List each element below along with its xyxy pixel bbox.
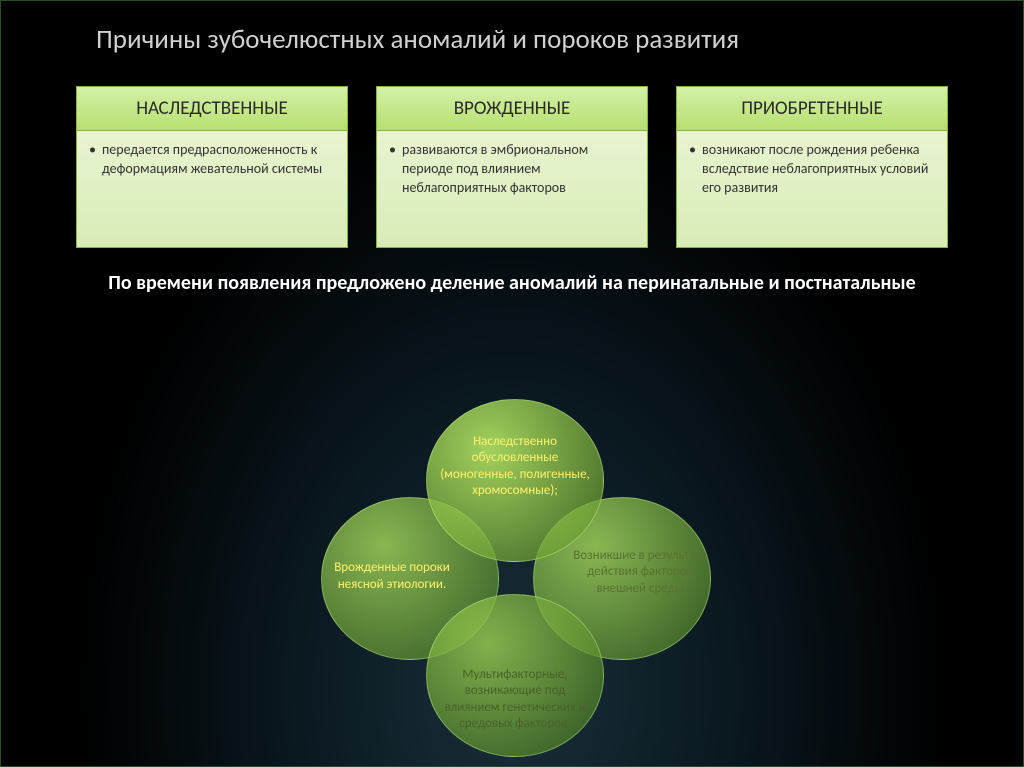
page-title: Причины зубочелюстных аномалий и пороков…: [1, 1, 1023, 56]
slide: Причины зубочелюстных аномалий и пороков…: [0, 0, 1024, 767]
card-header: НАСЛЕДСТВЕННЫЕ: [76, 86, 348, 130]
card-header: ВРОЖДЕННЫЕ: [376, 86, 648, 130]
card-acquired: ПРИОБРЕТЕННЫЕ •возникают после рождения …: [676, 86, 948, 248]
card-body: •развиваются в эмбриональном периоде под…: [376, 130, 648, 248]
subtitle: По времени появления предложено деление …: [102, 270, 922, 296]
venn-diagram: Возникшие в результате действия факторов…: [321, 399, 721, 759]
venn-label: Врожденные пороки неясной этиологии.: [314, 560, 470, 593]
bullet-icon: •: [389, 141, 402, 198]
card-congenital: ВРОЖДЕННЫЕ •развиваются в эмбриональном …: [376, 86, 648, 248]
venn-circle-bottom: Мультифакторные, возникающие под влияние…: [426, 594, 604, 757]
venn-label: Возникшие в результате действия факторов…: [562, 548, 718, 597]
card-body: •возникают после рождения ребенка вследс…: [676, 130, 948, 248]
bullet-icon: •: [689, 141, 702, 198]
venn-circle-top: Наследственно обусловленные (моногенные,…: [426, 399, 604, 562]
card-body-text: передается предрасположенность к деформа…: [102, 141, 335, 179]
card-header: ПРИОБРЕТЕННЫЕ: [676, 86, 948, 130]
venn-label: Наследственно обусловленные (моногенные,…: [437, 434, 593, 499]
card-body-text: развиваются в эмбриональном периоде под …: [402, 141, 635, 198]
card-body: •передается предрасположенность к деформ…: [76, 130, 348, 248]
bullet-icon: •: [89, 141, 102, 179]
card-hereditary: НАСЛЕДСТВЕННЫЕ •передается предрасположе…: [76, 86, 348, 248]
venn-label: Мультифакторные, возникающие под влияние…: [437, 667, 593, 732]
cards-row: НАСЛЕДСТВЕННЫЕ •передается предрасположе…: [1, 86, 1023, 248]
card-body-text: возникают после рождения ребенка вследст…: [702, 141, 935, 198]
